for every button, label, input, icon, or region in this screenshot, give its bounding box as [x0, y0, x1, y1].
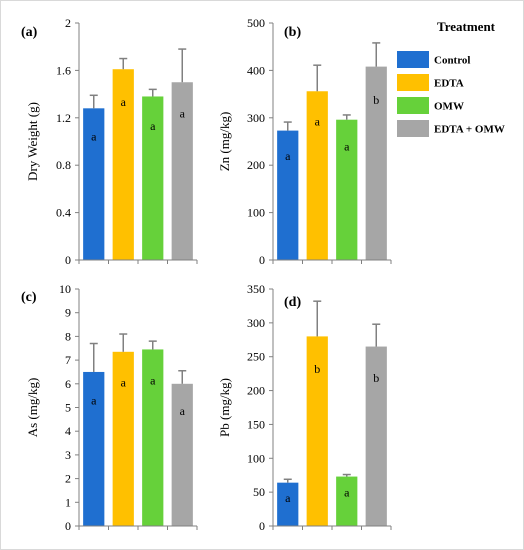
significance-letter: a: [315, 115, 321, 129]
y-tick-label: 250: [247, 350, 265, 364]
bar-omw: [336, 476, 358, 526]
panel-label: (b): [284, 25, 301, 40]
y-tick-label: 10: [59, 282, 71, 296]
significance-letter: a: [121, 95, 127, 109]
significance-letter: a: [180, 107, 186, 121]
y-tick-label: 8: [65, 329, 71, 343]
panel-label: (c): [21, 290, 37, 305]
y-tick-label: 2: [65, 472, 71, 486]
panel-label: (d): [284, 295, 301, 310]
bar-omw: [142, 349, 164, 526]
y-tick-label: 200: [247, 384, 265, 398]
y-tick-label: 50: [253, 485, 265, 499]
significance-letter: b: [373, 371, 379, 385]
y-axis-label: Dry Weight (g): [25, 102, 40, 181]
y-tick-label: 3: [65, 448, 71, 462]
y-axis-label: Pb (mg/kg): [217, 378, 232, 437]
y-axis-label: As (mg/kg): [25, 378, 40, 438]
significance-letter: a: [121, 376, 127, 390]
y-tick-label: 200: [247, 158, 265, 172]
y-tick-label: 100: [247, 451, 265, 465]
significance-letter: a: [180, 404, 186, 418]
legend-swatch-edta: [397, 74, 429, 91]
y-tick-label: 0: [65, 519, 71, 533]
chart-panel-b: 0 100 200 300 400 500 a a a b Zn (mg/kg) (b): [217, 16, 392, 267]
legend-label: Control: [434, 55, 470, 67]
bar-edta: [112, 69, 134, 260]
significance-letter: a: [285, 491, 291, 505]
chart-panel-a: 0 0.4 0.8 1.2 1.6 2 a a a a Dry Weight (g) (a): [21, 16, 198, 267]
y-tick-label: 350: [247, 282, 265, 296]
legend-title: Treatment: [437, 19, 496, 34]
y-tick-label: 5: [65, 401, 71, 415]
legend-label: EDTA + OMW: [434, 124, 505, 136]
bar-edta_omw: [365, 66, 387, 260]
significance-letter: a: [344, 486, 350, 500]
y-tick-label: 1.2: [56, 111, 71, 125]
bar-control: [83, 108, 105, 260]
y-tick-label: 0.4: [56, 206, 71, 220]
bar-control: [83, 371, 105, 526]
y-tick-label: 0: [259, 253, 265, 267]
panel-label: (a): [21, 25, 38, 40]
y-tick-label: 0: [65, 253, 71, 267]
bar-edta_omw: [365, 346, 387, 526]
significance-letter: a: [91, 393, 97, 407]
y-tick-label: 7: [65, 353, 71, 367]
bar-control: [277, 482, 299, 526]
y-tick-label: 100: [247, 206, 265, 220]
legend-swatch-control: [397, 51, 429, 68]
bar-edta: [306, 91, 328, 260]
significance-letter: b: [314, 362, 320, 376]
bar-omw: [142, 96, 164, 260]
legend-swatch-omw: [397, 97, 429, 114]
y-tick-label: 6: [65, 377, 71, 391]
y-tick-label: 300: [247, 111, 265, 125]
bar-control: [277, 130, 299, 260]
significance-letter: a: [150, 374, 156, 388]
legend-label: EDTA: [434, 78, 464, 90]
legend-label: OMW: [434, 101, 464, 113]
y-axis-label: Zn (mg/kg): [217, 112, 232, 172]
chart-panel-d: 0 50 100 150 200 250 300 350 a b a b Pb (mg/kg) (d): [217, 282, 392, 533]
bar-edta: [112, 351, 134, 526]
y-tick-label: 500: [247, 16, 265, 30]
significance-letter: a: [344, 140, 350, 154]
bar-omw: [336, 119, 358, 260]
y-tick-label: 150: [247, 417, 265, 431]
significance-letter: b: [373, 93, 379, 107]
y-tick-label: 1: [65, 495, 71, 509]
bar-edta_omw: [171, 383, 193, 526]
chart-panel-c: 0 1 2 3 4 5 6 7 8 9 10 a a a a As (mg/kg) (c): [21, 282, 198, 533]
significance-letter: a: [91, 130, 97, 144]
legend-swatch-edta_omw: [397, 120, 429, 137]
y-tick-label: 9: [65, 306, 71, 320]
significance-letter: a: [150, 119, 156, 133]
bar-edta: [306, 336, 328, 526]
bar-edta_omw: [171, 82, 193, 260]
y-tick-label: 0: [259, 519, 265, 533]
y-tick-label: 0.8: [56, 158, 71, 172]
y-tick-label: 4: [65, 424, 71, 438]
y-tick-label: 1.6: [56, 63, 71, 77]
legend: Treatment Control EDTA OMW EDTA + OMW: [397, 19, 505, 137]
y-tick-label: 300: [247, 316, 265, 330]
y-tick-label: 2: [65, 16, 71, 30]
y-tick-label: 400: [247, 63, 265, 77]
significance-letter: a: [285, 149, 291, 163]
